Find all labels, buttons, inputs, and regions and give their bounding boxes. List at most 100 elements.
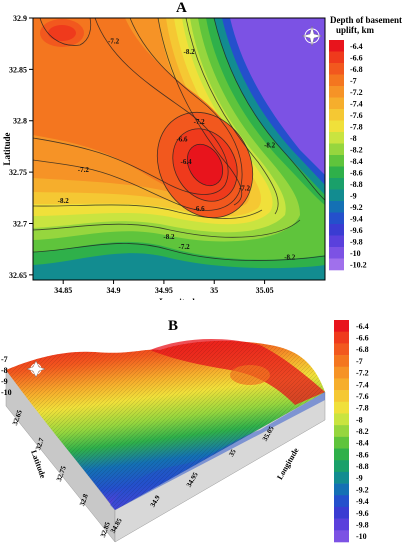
panel-b-legend-swatch bbox=[334, 518, 349, 531]
panel-a-legend-swatch bbox=[329, 155, 344, 167]
panel-a-legend-title: Depth of basement uplift, km bbox=[330, 15, 402, 35]
panel-a-contour-label: -7.2 bbox=[108, 38, 120, 46]
panel-a-x-tick-label: 34.85 bbox=[54, 286, 72, 295]
panel-b-legend-swatch bbox=[334, 331, 349, 344]
panel-a-legend-swatch bbox=[329, 201, 344, 213]
panel-a-legend-label: -8.8 bbox=[350, 180, 363, 189]
panel-a-legend-swatch bbox=[329, 51, 344, 64]
panel-a-legend-swatch bbox=[329, 247, 344, 259]
panel-a-legend-label: -7.2 bbox=[350, 88, 363, 97]
panel-b-legend-label: -7.8 bbox=[356, 404, 369, 413]
panel-b-z-ticks: -7 -8 -9 -10 bbox=[1, 355, 12, 397]
panel-b-front-wall bbox=[114, 391, 326, 543]
panel-a-legend-label: -7.8 bbox=[350, 122, 363, 131]
panel-a-legend-swatch bbox=[329, 63, 344, 75]
panel-a-y-tick-label: 32.9 bbox=[13, 14, 27, 23]
panel-b-z-tick-label: -8 bbox=[1, 366, 8, 375]
panel-b-legend-swatch bbox=[334, 495, 349, 508]
panel-b-legend-label: -9.6 bbox=[356, 509, 369, 518]
panel-a-legend: -6.4 -6.6 -6.8 -7 -7.2 -7.4 -7.6 -7.8 -8 -8.2 -8.4… bbox=[329, 40, 367, 271]
panel-a-legend-label: -7.6 bbox=[350, 111, 363, 120]
panel-b-legend-label: -7.6 bbox=[356, 392, 369, 401]
panel-b-y-tick-label: 32.8 bbox=[78, 492, 90, 507]
panel-a-x-tick-label: 34.95 bbox=[155, 286, 173, 295]
panel-a-contour-label: -6.6 bbox=[176, 135, 188, 143]
panel-a-legend-swatch bbox=[329, 40, 344, 52]
panel-a-contour-label: -8.2 bbox=[58, 197, 70, 205]
panel-b-legend-label: -9.4 bbox=[356, 497, 369, 506]
panel-a-legend-swatch bbox=[329, 178, 344, 190]
panel-a-legend-label: -6.8 bbox=[350, 65, 363, 74]
panel-b-legend-label: -9.8 bbox=[356, 520, 369, 529]
panel-b-legend-swatch bbox=[334, 320, 349, 332]
panel-a-contour-label: -8.2 bbox=[163, 233, 175, 241]
panel-a-contour-label: -6.4 bbox=[181, 158, 193, 166]
panel-b-legend-swatch bbox=[334, 448, 349, 461]
panel-a-frame bbox=[32, 17, 326, 281]
panel-a-legend-swatch bbox=[329, 258, 344, 271]
panel-b-legend-swatch bbox=[334, 343, 349, 356]
panel-a-legend-swatch bbox=[329, 166, 344, 179]
panel-a-legend-label: -6.6 bbox=[350, 53, 363, 62]
panel-b-legend-swatch bbox=[334, 506, 349, 519]
panel-b-legend-swatch bbox=[334, 401, 349, 414]
panel-a-legend-label: -8 bbox=[350, 134, 357, 143]
panel-b-legend: -6.4 -6.6 -6.8 -7 -7.2 -7.4 -7.6 -7.8 -8 -8.2 -8.4… bbox=[334, 320, 369, 543]
panel-a-contour-label: -7.2 bbox=[194, 118, 206, 126]
panel-b-legend-swatch bbox=[334, 390, 349, 403]
panel-a-legend-label: -7 bbox=[350, 76, 357, 85]
panel-a-x-ticks: 34.85 34.9 34.95 35 35.05 bbox=[54, 280, 274, 295]
panel-b-legend-label: -7.2 bbox=[356, 369, 369, 378]
panel-b-legend-label: -8 bbox=[356, 415, 363, 424]
compass-rose-icon bbox=[301, 25, 323, 47]
panel-b-z-tick-label: -10 bbox=[1, 388, 12, 397]
panel-b-legend-swatch bbox=[334, 355, 349, 368]
panel-a-y-tick-label: 32.75 bbox=[9, 168, 27, 177]
panel-a-legend-label: -10.2 bbox=[350, 260, 367, 269]
panel-a-x-tick-label: 35.05 bbox=[256, 286, 274, 295]
panel-a-contour-labels: -7.2-8.2-7.2-6.6-6.4-7.2-8.2-6.6-7.2-8.2… bbox=[58, 38, 296, 262]
panel-b-legend-label: -9 bbox=[356, 474, 363, 483]
panel-b-legend-label: -7.4 bbox=[356, 380, 369, 389]
panel-a-map-fill bbox=[33, 18, 325, 280]
panel-a-y-tick-label: 32.65 bbox=[9, 271, 27, 280]
panel-b-x-tick-label: 35 bbox=[227, 448, 238, 458]
panel-b-legend-swatch bbox=[334, 366, 349, 379]
panel-b-legend-label: -6.6 bbox=[356, 334, 369, 343]
panel-a-legend-swatch bbox=[329, 97, 344, 110]
panel-b-legend-swatch bbox=[334, 471, 349, 484]
panel-b-legend-label: -9.2 bbox=[356, 485, 369, 494]
panel-a-x-tick-label: 35 bbox=[210, 286, 218, 295]
panel-a-legend-swatch bbox=[329, 235, 344, 248]
panel-a-legend-label: -6.4 bbox=[350, 42, 363, 51]
panel-a-legend-swatch bbox=[329, 132, 344, 144]
panel-b-letter: B bbox=[168, 318, 179, 334]
panel-a-legend-label: -8.2 bbox=[350, 145, 363, 154]
panel-a-legend-label: -7.4 bbox=[350, 99, 363, 108]
panel-b-legend-swatch bbox=[334, 483, 349, 496]
panel-a-contour-label: -8.2 bbox=[284, 253, 296, 261]
panel-b-legend-label: -8.6 bbox=[356, 450, 369, 459]
panel-b-legend-label: -7 bbox=[356, 357, 363, 366]
panel-a-y-tick-label: 32.85 bbox=[9, 65, 27, 74]
panel-a-contour-label: -7.2 bbox=[178, 243, 190, 251]
panel-a-y-ticks: 32.65 32.7 32.75 32.8 32.85 32.9 bbox=[9, 14, 33, 280]
panel-b-legend-swatch bbox=[334, 436, 349, 449]
panel-b-legend-label: -8.8 bbox=[356, 462, 369, 471]
panel-a-legend-label: -10 bbox=[350, 249, 361, 258]
panel-a-contour-label: -6.6 bbox=[194, 205, 206, 213]
panel-a-contour-label: -7.2 bbox=[239, 185, 251, 193]
panel-b-z-tick-label: -7 bbox=[1, 355, 8, 364]
panel-a-legend-swatch bbox=[329, 86, 344, 98]
panel-b-legend-swatch bbox=[334, 378, 349, 391]
panel-a-legend-label: -9.4 bbox=[350, 214, 363, 223]
panel-a-legend-label: -9.2 bbox=[350, 203, 363, 212]
panel-a-legend-label: -8.4 bbox=[350, 157, 363, 166]
panel-a-y-tick-label: 32.7 bbox=[13, 219, 27, 228]
panel-a-legend-swatch bbox=[329, 143, 344, 156]
panel-b-x-axis-label: Longitude bbox=[275, 446, 301, 481]
panel-a-legend-label: -9.6 bbox=[350, 226, 363, 235]
panel-a-letter: A bbox=[176, 0, 187, 16]
compass-rose-icon bbox=[26, 360, 46, 378]
